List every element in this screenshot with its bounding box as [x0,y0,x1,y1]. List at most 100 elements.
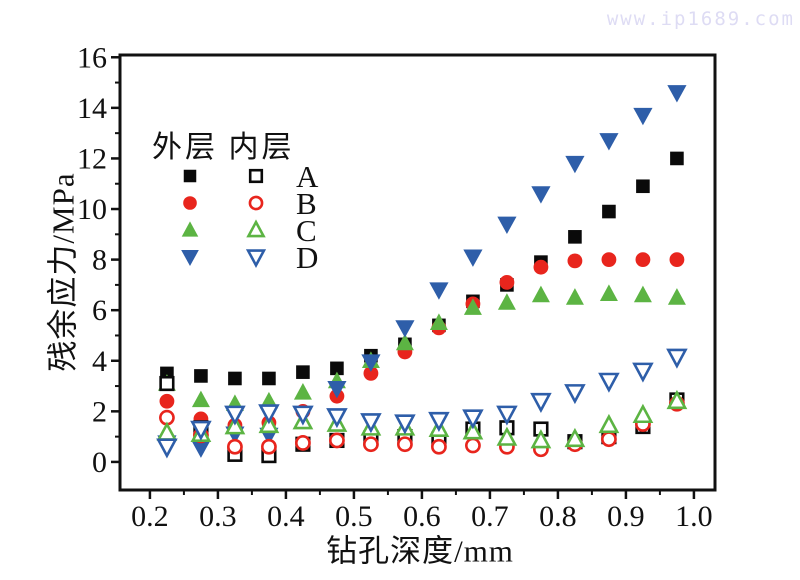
marker-triangle-down [327,380,347,399]
marker-triangle-up [259,391,278,409]
y-tick-label: 6 [92,294,107,327]
marker-triangle-down [598,372,620,393]
marker-square [602,204,616,219]
marker-circle [533,259,549,275]
y-axis-tick-labels: 0 2 4 6 8 10 12 14 16 [77,41,107,479]
y-tick-label: 0 [92,446,107,479]
marker-circle [567,253,583,269]
marker-square [228,371,242,386]
x-tick-label: 0.3 [199,500,237,533]
marker-triangle-up [599,284,618,301]
marker-triangle-down [497,216,517,234]
legend-label-A: A [296,159,319,194]
x-tick-label: 0.6 [403,500,441,533]
marker-circle [248,195,264,211]
marker-triangle-down [395,320,415,338]
marker-triangle-up [598,413,620,434]
x-tick-label: 0.8 [539,500,577,533]
marker-triangle-down [181,250,199,267]
marker-triangle-up [633,285,652,303]
marker-circle [601,431,617,448]
marker-triangle-down [394,414,416,435]
y-tick-label: 10 [77,193,107,226]
marker-triangle-down [360,413,382,434]
marker-triangle-down [667,85,687,103]
marker-triangle-up [429,313,448,331]
marker-square [670,151,684,166]
marker-triangle-down [245,249,267,269]
marker-circle [159,393,175,409]
marker-circle [227,438,243,455]
marker-circle [329,432,345,449]
marker-triangle-up [462,420,484,440]
marker-triangle-up [496,426,518,446]
marker-triangle-down [633,107,653,126]
marker-circle [363,436,379,453]
marker-square [296,365,310,379]
series-outer-A [160,151,684,386]
marker-square [248,168,264,184]
marker-square [262,371,276,386]
legend-label-D: D [296,240,318,275]
watermark-text: www.ip1689.com [606,8,795,30]
marker-circle [635,252,651,268]
marker-triangle-up [565,288,584,305]
marker-triangle-up [191,390,210,408]
marker-triangle-up [666,389,688,410]
y-tick-label: 2 [92,395,107,428]
y-tick-label: 4 [92,345,107,378]
marker-triangle-down [156,438,178,459]
y-tick-label: 8 [92,244,107,277]
marker-square [194,369,208,383]
marker-circle [601,252,617,268]
marker-triangle-up [246,219,266,238]
marker-triangle-down [564,384,586,405]
marker-triangle-down [326,408,348,429]
marker-triangle-down [565,155,585,174]
marker-triangle-up [156,421,178,441]
marker-triangle-down [428,411,450,432]
x-axis-tick-labels: 0.2 0.3 0.4 0.5 0.6 0.7 0.8 0.9 1.0 [131,500,713,533]
x-tick-label: 0.4 [267,500,305,533]
marker-triangle-up [395,333,414,351]
marker-triangle-down [258,404,280,425]
y-tick-label: 12 [77,142,107,175]
marker-triangle-up [531,285,550,303]
x-axis-title: 钻孔深度/mm [326,533,514,569]
marker-triangle-down [429,282,449,300]
marker-triangle-down [463,249,483,267]
marker-triangle-down [632,362,654,383]
series-inner-D [156,348,688,459]
marker-circle [499,274,515,290]
marker-circle [669,252,685,268]
marker-square [636,179,650,194]
marker-triangle-up [564,427,586,448]
marker-circle [363,366,379,381]
marker-circle [431,438,447,455]
marker-triangle-up [667,288,686,305]
legend-label-C: C [296,213,317,248]
marker-triangle-down [361,354,381,372]
x-tick-label: 0.2 [131,500,169,533]
marker-triangle-down [496,405,518,426]
marker-triangle-down [191,440,211,458]
marker-square [159,375,175,392]
marker-square [568,230,582,244]
marker-triangle-down [292,405,314,426]
marker-square [183,169,197,183]
marker-triangle-up [181,221,199,237]
x-tick-label: 0.9 [607,500,645,533]
x-tick-label: 1.0 [675,500,713,533]
marker-triangle-down [224,405,246,426]
legend-header: 外层 内层 [152,131,295,164]
marker-circle [397,436,413,453]
y-tick-label: 14 [77,92,107,125]
marker-circle [465,437,481,454]
marker-triangle-down [531,186,551,204]
marker-triangle-down [666,348,688,369]
marker-triangle-up [530,429,552,449]
marker-triangle-up [463,298,482,315]
marker-square [330,361,344,376]
